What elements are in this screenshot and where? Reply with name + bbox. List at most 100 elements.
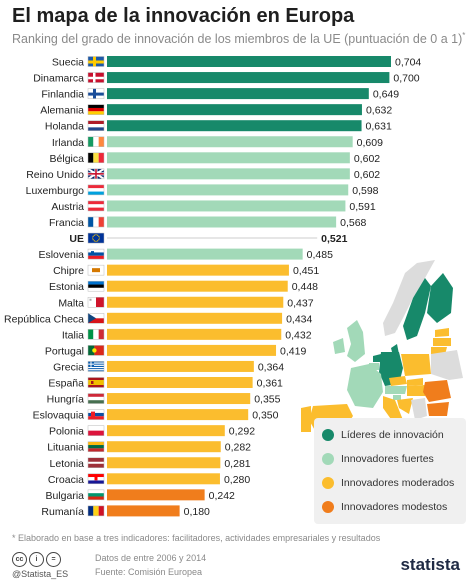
category-label: Polonia (49, 426, 84, 438)
legend-label: Innovadores moderados (341, 477, 455, 489)
flag-icon (87, 152, 105, 164)
bar (107, 489, 205, 501)
value-label: 0,437 (287, 297, 313, 309)
flag-icon (87, 120, 105, 131)
value-label: 0,649 (373, 89, 399, 101)
legend-item-moderate: Innovadores moderados (322, 474, 454, 492)
license-icons[interactable]: cc i = (12, 552, 61, 567)
bar (107, 264, 289, 276)
bar (107, 328, 282, 340)
map-france (347, 364, 383, 408)
map-poland (401, 354, 431, 376)
category-label: Alemania (40, 105, 84, 117)
flag-icon (87, 313, 105, 324)
flag-icon (87, 505, 105, 517)
statista-logo[interactable]: statista (400, 555, 460, 574)
bar (107, 168, 350, 180)
value-label: 0,282 (225, 442, 251, 454)
category-label: Francia (49, 217, 84, 229)
bar (107, 393, 251, 405)
value-label: 0,180 (184, 506, 210, 518)
value-label: 0,632 (366, 105, 392, 117)
footer: cc i = @Statista_ES Datos de entre 2006 … (0, 549, 474, 583)
bar (107, 344, 277, 356)
category-label: Suecia (52, 57, 84, 69)
category-label: Dinamarca (33, 73, 84, 85)
flag-icon (87, 280, 105, 292)
map-hungary (407, 385, 425, 396)
flag-icon (87, 409, 105, 420)
map-balkans (411, 398, 427, 420)
legend-item-leaders: Líderes de innovación (322, 426, 444, 444)
map-estonia (435, 328, 449, 337)
map-romania (423, 380, 451, 402)
value-label: 0,451 (293, 265, 319, 277)
bar (107, 505, 180, 517)
category-label: Reino Unido (26, 169, 84, 181)
category-label: Estonia (49, 281, 84, 293)
value-label: 0,281 (224, 458, 250, 470)
category-label: Chipre (53, 265, 84, 277)
flag-icon (87, 377, 105, 388)
bar (107, 216, 337, 228)
chart-title: El mapa de la innovación en Europa (12, 5, 355, 27)
flag-icon (87, 489, 105, 501)
bar (107, 377, 253, 388)
category-label: España (48, 378, 84, 390)
map-ireland (333, 338, 345, 354)
value-label: 0,292 (229, 426, 255, 438)
chart-subtitle: Ranking del grado de innovación de los m… (12, 31, 466, 47)
bar (107, 441, 221, 453)
value-label: 0,631 (366, 121, 392, 133)
flag-icon (87, 393, 105, 404)
value-label: 0,361 (257, 378, 283, 390)
flag-icon (87, 200, 105, 212)
value-label: 0,355 (254, 394, 280, 406)
legend: Líderes de innovación Innovadores fuerte… (314, 418, 466, 524)
bar (107, 88, 369, 100)
map-czechia (389, 376, 407, 386)
bar (107, 312, 283, 324)
category-label: UE (69, 233, 84, 245)
bar-chart: Suecia 0,704 Dinamarca 0,700 Finlandia 0,649 A… (4, 56, 421, 518)
value-label: 0,700 (393, 73, 419, 85)
footnote: * Elaborado en base a tres indicadores: … (12, 533, 381, 543)
category-label: Hungría (47, 394, 85, 406)
flag-icon (87, 168, 105, 180)
legend-swatch (322, 453, 334, 465)
category-label: Portugal (45, 345, 84, 357)
flag-icon (87, 56, 105, 67)
bar (107, 136, 353, 148)
flag-icon (87, 88, 105, 99)
noderivs-icon: = (46, 552, 61, 567)
data-source: Fuente: Comisión Europea (95, 567, 203, 577)
value-label: 0,242 (209, 490, 235, 502)
flag-icon (87, 216, 105, 228)
bar (107, 360, 254, 372)
legend-label: Líderes de innovación (341, 429, 444, 441)
value-label: 0,432 (285, 329, 311, 341)
value-label: 0,704 (395, 57, 421, 69)
info-icon: i (29, 552, 44, 567)
value-label: 0,419 (280, 345, 306, 357)
bar (107, 409, 249, 421)
legend-item-strong: Innovadores fuertes (322, 450, 434, 468)
bar (107, 296, 284, 308)
flag-icon (87, 345, 105, 356)
category-label: Rumanía (41, 506, 84, 518)
map-bulgaria (427, 402, 449, 416)
bar (107, 473, 220, 485)
bar (107, 72, 390, 84)
data-dates: Datos de entre 2006 y 2014 (95, 553, 207, 563)
social-handle[interactable]: @Statista_ES (12, 569, 69, 579)
map-east (431, 350, 463, 380)
map-slovakia (407, 378, 423, 386)
category-label: Croacia (48, 474, 84, 486)
category-label: Finlandia (41, 89, 84, 101)
flag-icon (87, 425, 105, 436)
map-netherlands (373, 354, 381, 362)
value-label: 0,568 (340, 217, 366, 229)
category-label: Eslovenia (38, 249, 84, 261)
map-finland (427, 273, 453, 323)
legend-swatch (322, 429, 334, 441)
